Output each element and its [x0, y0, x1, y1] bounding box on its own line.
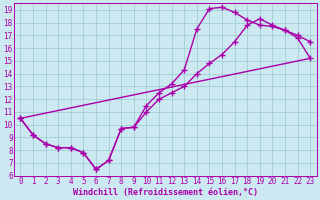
X-axis label: Windchill (Refroidissement éolien,°C): Windchill (Refroidissement éolien,°C) — [73, 188, 258, 197]
